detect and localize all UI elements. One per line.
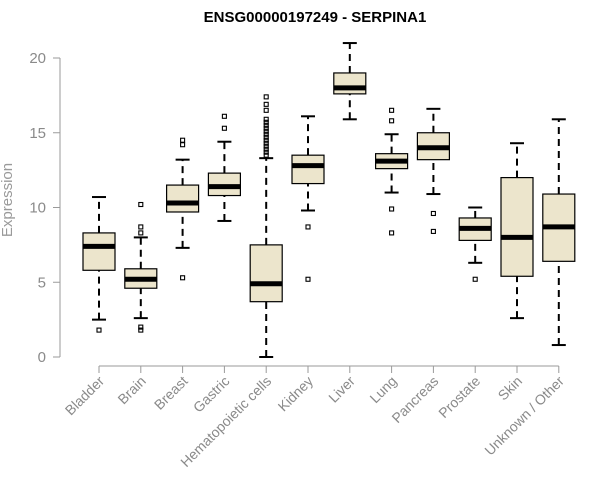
outlier-point [263,131,269,137]
outlier-point [180,137,186,143]
x-tick-label: Prostate [435,373,483,421]
x-tick-label: Unknown / Other [481,373,567,459]
outlier-point [263,128,269,134]
iqr-box [500,177,534,277]
outlier-point [263,143,269,149]
outlier-point [180,275,186,281]
box-group [375,107,409,236]
outlier-point [389,118,395,124]
box-group [542,118,576,347]
x-tick-label: Kidney [275,373,317,415]
y-tick-label: 20 [29,50,46,67]
box-group [249,94,283,358]
iqr-box [291,154,325,185]
outlier-point [221,113,227,119]
outlier-point [263,119,269,125]
outlier-point [263,116,269,122]
y-tick-label: 10 [29,200,46,217]
box-group [458,206,492,282]
outlier-point [389,230,395,236]
box-group [124,201,158,333]
outlier-point [263,140,269,146]
iqr-box [249,244,283,303]
outlier-point [138,324,144,330]
outlier-point [138,327,144,333]
outlier-point [305,224,311,230]
box-group [291,115,325,282]
outlier-point [221,125,227,131]
outlier-point [263,146,269,152]
outlier-point [263,137,269,143]
outlier-point [263,122,269,128]
iqr-box [82,232,116,271]
box-group [333,42,367,121]
outlier-point [263,94,269,100]
iqr-box [166,184,200,213]
y-tick-label: 15 [29,125,46,142]
outlier-point [138,201,144,208]
chart-title: ENSG00000197249 - SERPINA1 [204,9,427,26]
x-tick-label: Breast [151,373,191,413]
outlier-point [96,327,102,333]
y-axis-label: Expression [0,163,16,237]
x-tick-label: Brain [114,373,148,407]
outlier-point [263,149,269,155]
outlier-point [263,152,269,158]
x-tick-label: Skin [495,373,526,404]
x-tick-label: Liver [325,373,358,406]
outlier-point [263,125,269,131]
plot-area [82,42,576,358]
outlier-point [263,107,269,113]
outlier-point [389,206,395,212]
y-tick-label: 5 [38,274,46,291]
outlier-point [263,101,269,107]
x-tick-label: Bladder [62,373,108,419]
box-group [82,196,116,333]
y-tick-label: 0 [38,349,46,366]
axes: 0 5 10 15 20 [29,50,560,373]
outlier-point [180,142,186,148]
outlier-point [263,134,269,140]
box-group [500,142,534,320]
outlier-point [138,230,144,236]
outlier-point [430,228,436,234]
box-group [207,113,241,222]
iqr-box [333,72,367,95]
outlier-point [305,276,311,282]
outlier-point [389,107,395,113]
outlier-point [472,276,478,282]
box-group [416,107,450,234]
box-group [166,137,200,281]
outlier-point [430,210,436,217]
x-tick-label: Lung [366,373,399,406]
outlier-point [138,224,144,230]
